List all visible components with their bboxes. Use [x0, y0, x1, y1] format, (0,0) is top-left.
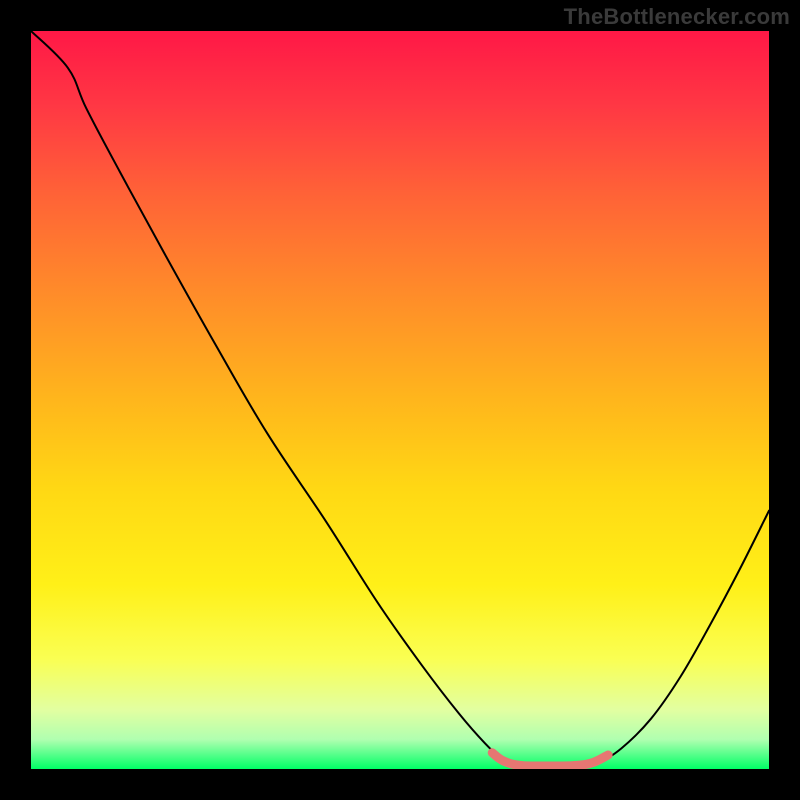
- plot-svg: [31, 31, 769, 769]
- plot-area: [31, 31, 769, 769]
- watermark-text: TheBottlenecker.com: [564, 4, 790, 30]
- plot-background: [31, 31, 769, 769]
- chart-frame: TheBottlenecker.com: [0, 0, 800, 800]
